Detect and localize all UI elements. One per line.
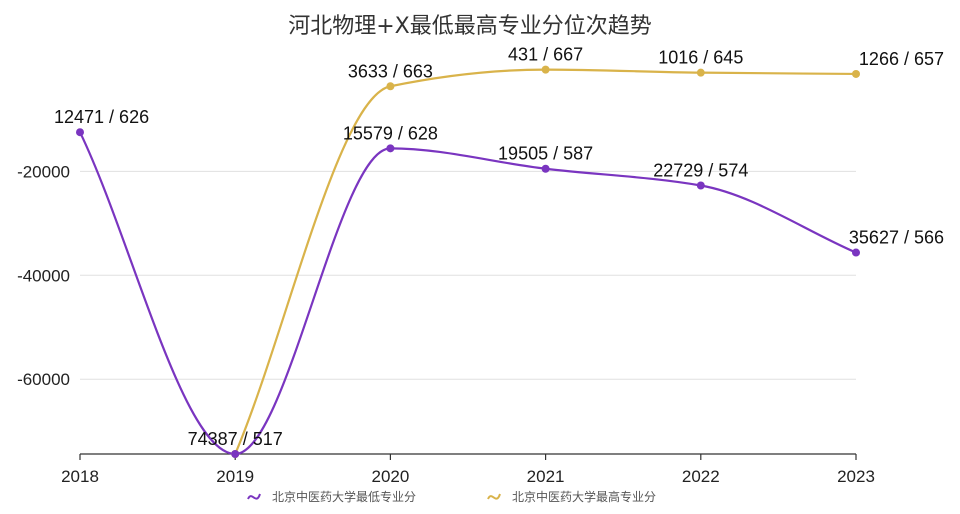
data-point[interactable] <box>696 181 705 190</box>
legend-item[interactable]: 北京中医药大学最低专业分 <box>247 489 416 504</box>
series-line-max <box>234 68 857 455</box>
data-label: 1266 / 657 <box>859 49 944 69</box>
chart-title: 河北物理+X最低最高专业分位次趋势 <box>288 14 652 39</box>
legend-label: 北京中医药大学最低专业分 <box>272 489 416 504</box>
data-point[interactable] <box>696 68 705 77</box>
data-label: 1016 / 645 <box>658 48 743 68</box>
x-tick-label: 2018 <box>61 467 99 486</box>
data-points <box>76 65 860 458</box>
data-label: 35627 / 566 <box>849 228 944 248</box>
y-tick-label: -40000 <box>17 266 70 285</box>
y-tick-label: -20000 <box>17 162 70 181</box>
x-tick-label: 2020 <box>371 467 409 486</box>
data-label: 3633 / 663 <box>348 61 433 81</box>
x-tick-label: 2023 <box>837 467 875 486</box>
data-point[interactable] <box>541 65 550 74</box>
data-label: 22729 / 574 <box>653 161 748 181</box>
x-axis-ticks: 2018 2019 2020 2021 2022 2023 <box>61 454 875 486</box>
y-axis-ticks: -20000 -40000 -60000 <box>17 162 70 389</box>
data-label: 19505 / 587 <box>498 144 593 164</box>
legend-line-icon <box>247 493 261 500</box>
data-point[interactable] <box>386 144 395 153</box>
x-tick-label: 2019 <box>216 467 254 486</box>
grid-lines <box>80 170 856 380</box>
data-label: 431 / 667 <box>508 45 583 65</box>
data-point[interactable] <box>852 248 860 257</box>
data-point[interactable] <box>76 128 84 137</box>
data-point[interactable] <box>386 82 395 91</box>
x-tick-label: 2021 <box>527 467 565 486</box>
data-point[interactable] <box>541 164 550 173</box>
data-label: 15579 / 628 <box>343 123 438 143</box>
series-lines <box>79 68 857 456</box>
legend[interactable]: 北京中医药大学最低专业分 北京中医药大学最高专业分 <box>247 489 656 504</box>
data-labels: 12471 / 626 74387 / 517 15579 / 628 19505 /… <box>54 45 944 449</box>
legend-label: 北京中医药大学最高专业分 <box>512 489 656 504</box>
data-point[interactable] <box>231 450 240 458</box>
legend-item[interactable]: 北京中医药大学最高专业分 <box>487 489 656 504</box>
legend-line-icon <box>487 493 501 500</box>
data-point[interactable] <box>852 69 860 78</box>
y-tick-label: -60000 <box>17 370 70 389</box>
x-tick-label: 2022 <box>682 467 720 486</box>
data-label: 74387 / 517 <box>188 429 283 449</box>
data-label: 12471 / 626 <box>54 107 149 127</box>
